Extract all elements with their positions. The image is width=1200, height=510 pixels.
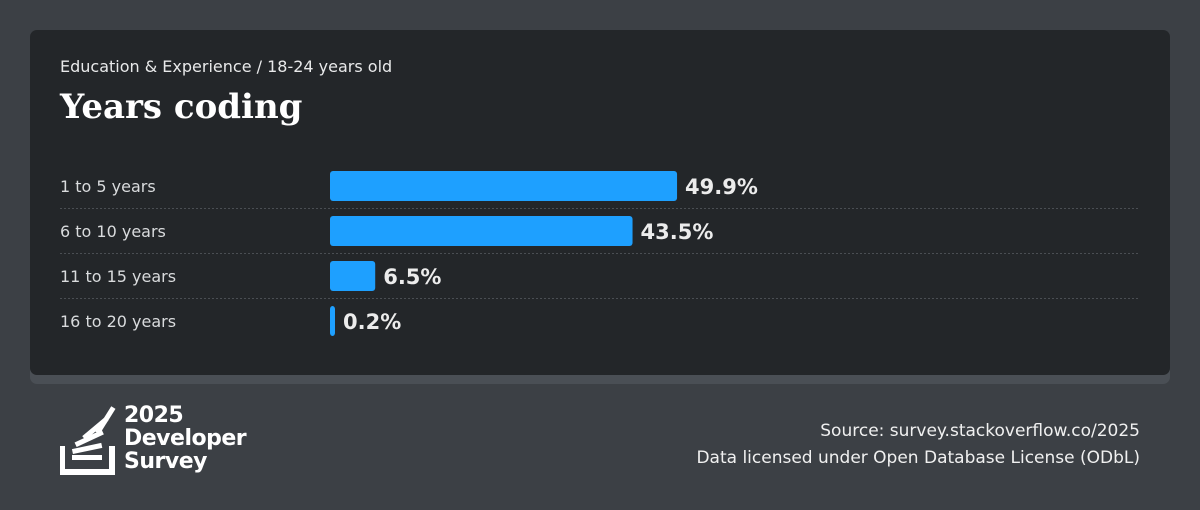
value-label: 6.5%: [383, 265, 441, 289]
license-text: Data licensed under Open Database Licens…: [696, 448, 1140, 468]
source-info: Source: survey.stackoverflow.co/2025 Dat…: [696, 418, 1140, 472]
bar: [330, 216, 633, 246]
category-label: 1 to 5 years: [60, 177, 156, 196]
chart-title: Years coding: [60, 87, 303, 127]
logo-survey: Survey: [124, 449, 207, 474]
breadcrumb: Education & Experience / 18-24 years old: [60, 57, 393, 76]
logo-developer: Developer: [124, 426, 247, 451]
bar-chart: 1 to 5 years 49.9% 6 to 10 years 43.5% 11 to…: [60, 171, 1140, 336]
category-label: 16 to 20 years: [60, 312, 176, 331]
value-label: 49.9%: [685, 175, 758, 199]
source-text: Source: survey.stackoverflow.co/2025: [820, 421, 1140, 441]
stackoverflow-logo-icon: [60, 406, 116, 475]
bar: [330, 261, 376, 291]
category-label: 11 to 15 years: [60, 267, 176, 286]
logo-year: 2025: [124, 403, 184, 428]
logo-text: 2025 Developer Survey: [124, 403, 247, 474]
value-label: 0.2%: [343, 310, 401, 334]
category-label: 6 to 10 years: [60, 222, 166, 241]
bar: [330, 171, 678, 201]
value-label: 43.5%: [641, 220, 714, 244]
chart-card: Education & Experience / 18-24 years old…: [30, 30, 1170, 375]
bar: [330, 306, 335, 336]
